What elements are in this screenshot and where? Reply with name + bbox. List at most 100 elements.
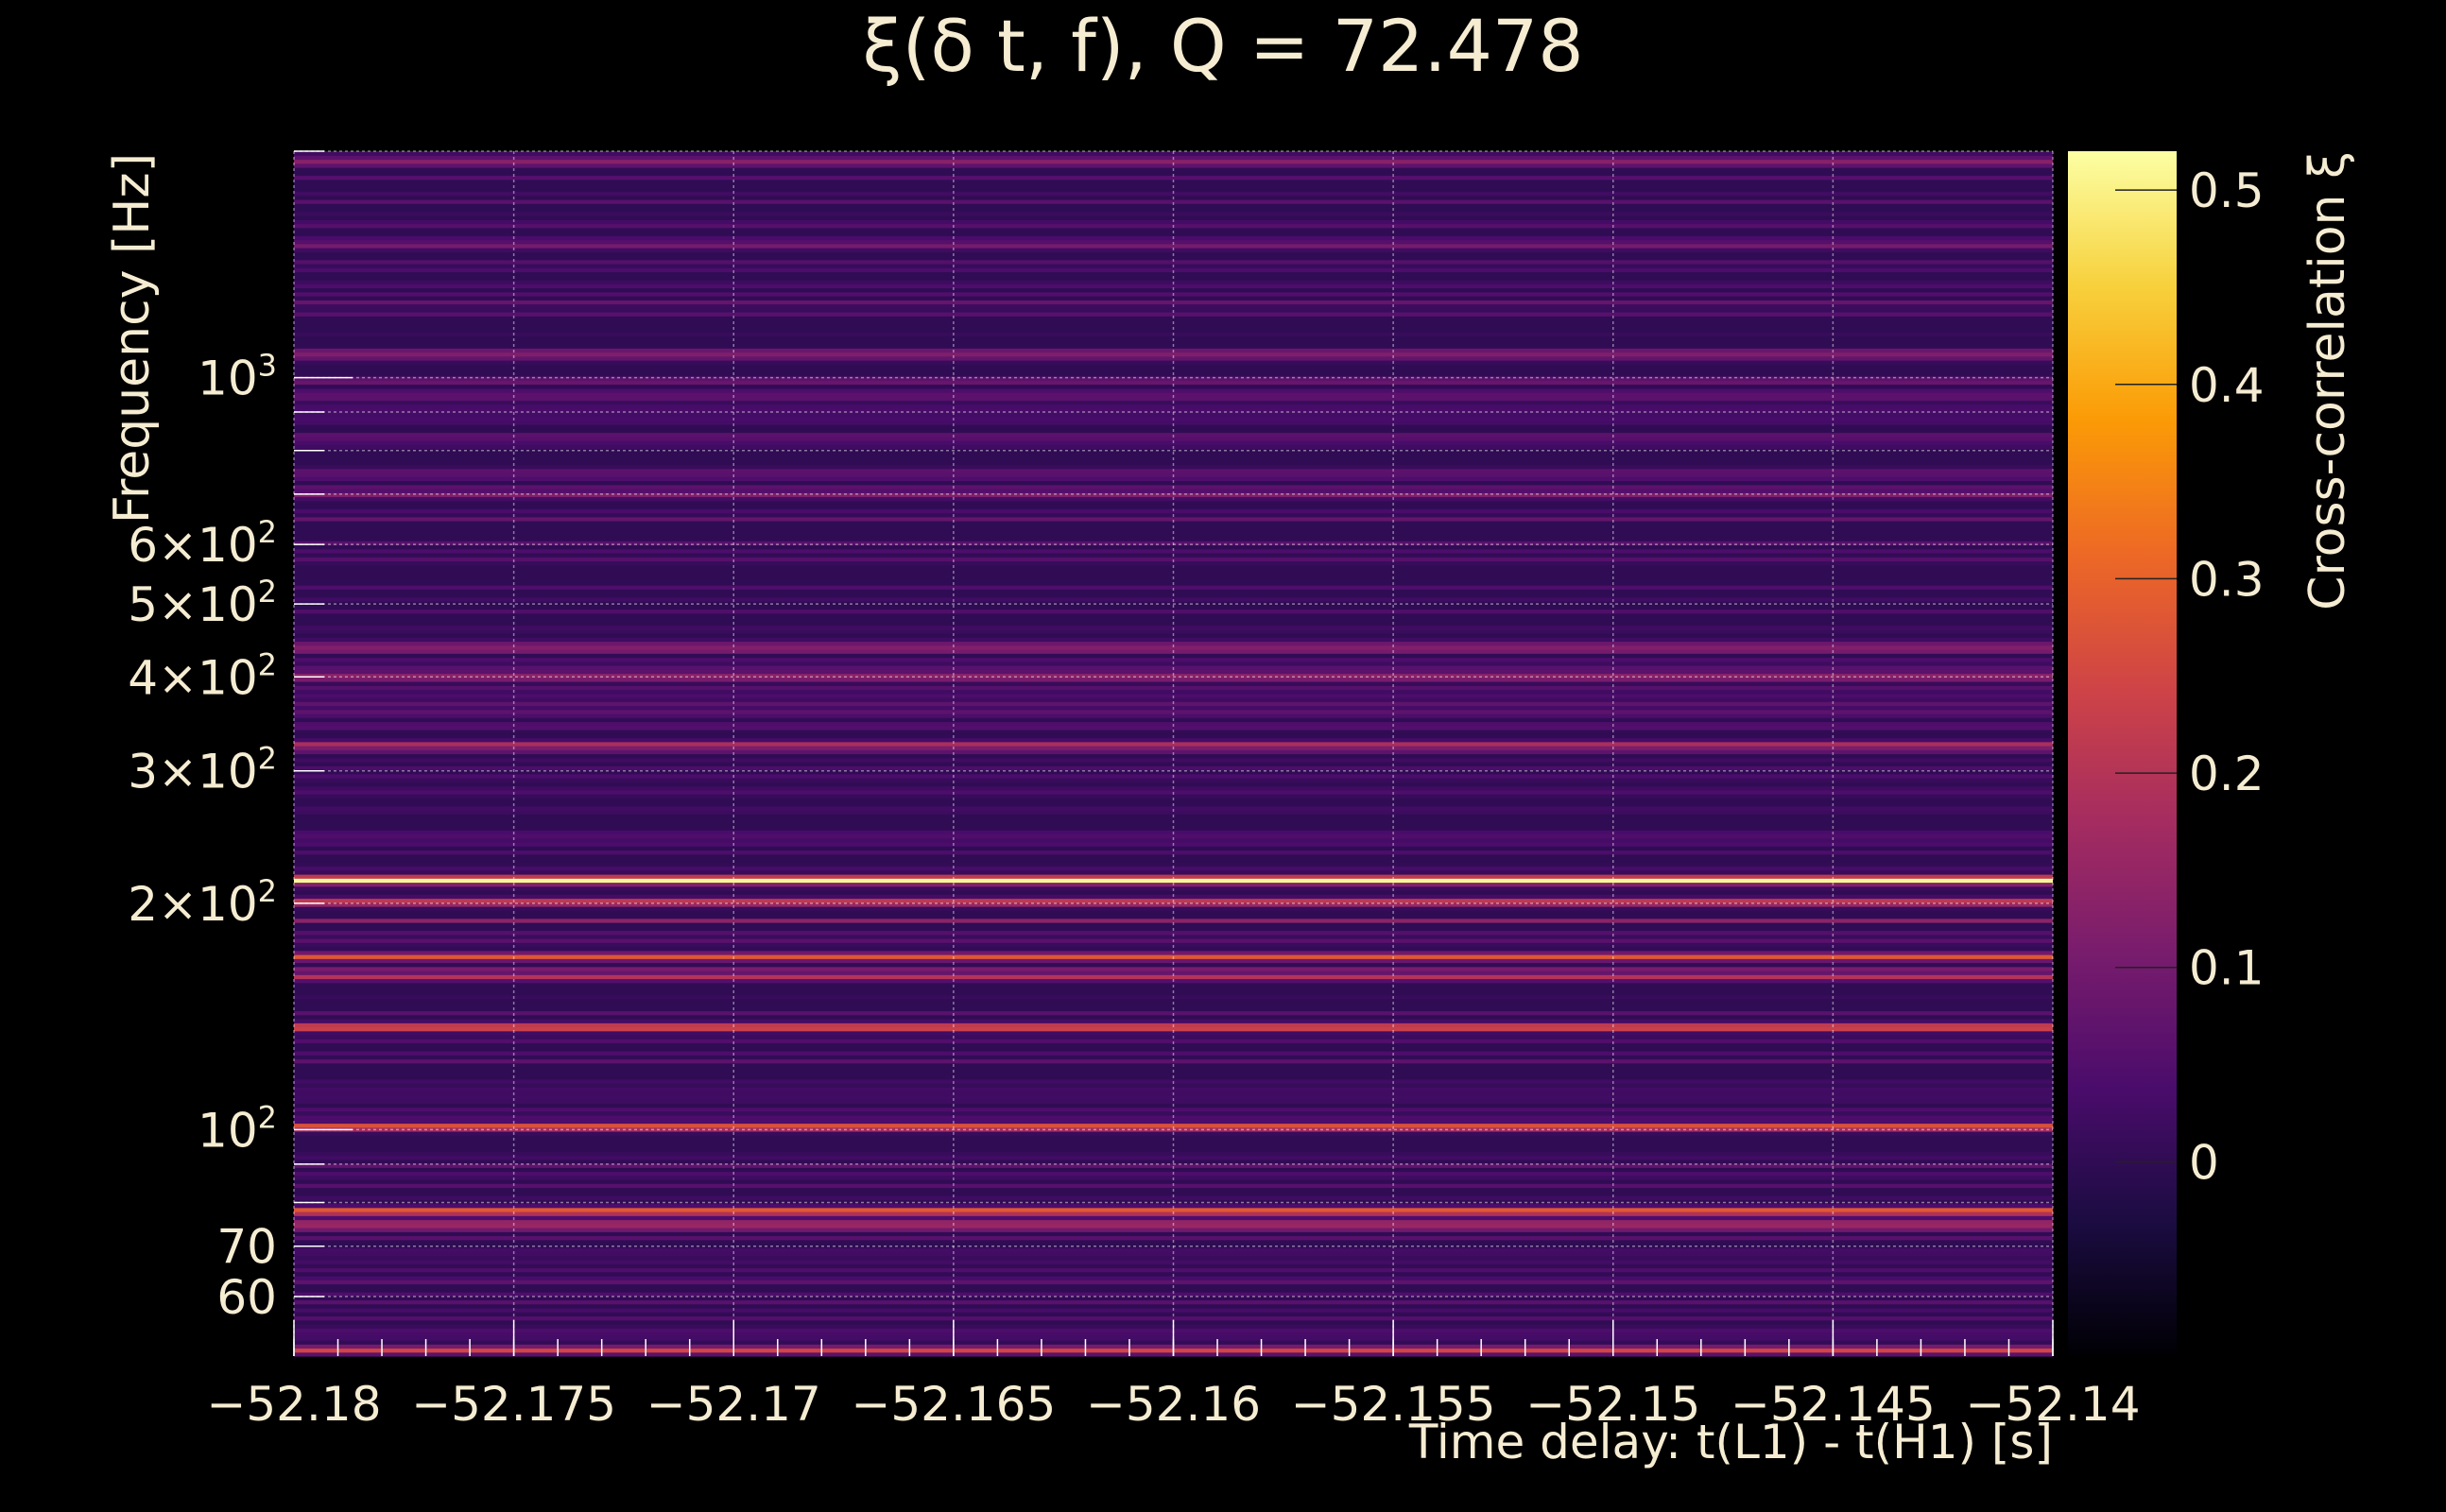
x-tick-label: −52.14 bbox=[1965, 1377, 2140, 1432]
heatmap-row bbox=[294, 248, 2053, 252]
heatmap-row bbox=[294, 484, 2053, 490]
heatmap-row bbox=[294, 821, 2053, 827]
heatmap-row bbox=[294, 906, 2053, 911]
x-tick-label: −52.16 bbox=[1086, 1377, 1261, 1432]
heatmap-row bbox=[294, 826, 2053, 831]
heatmap-row bbox=[294, 782, 2053, 787]
heatmap-row bbox=[294, 1292, 2053, 1297]
heatmap-row bbox=[294, 516, 2053, 522]
heatmap-row bbox=[294, 673, 2053, 679]
heatmap-row bbox=[294, 436, 2053, 441]
heatmap-row bbox=[294, 894, 2053, 900]
y-tick-label: 6×102 bbox=[128, 514, 277, 573]
heatmap-row bbox=[294, 339, 2053, 345]
heatmap-row bbox=[294, 1228, 2053, 1232]
heatmap-row bbox=[294, 1107, 2053, 1112]
heatmap-row bbox=[294, 368, 2053, 373]
heatmap-row bbox=[294, 1239, 2053, 1245]
heatmap-row bbox=[294, 1175, 2053, 1180]
colorbar-tick-label: 0.2 bbox=[2189, 747, 2265, 801]
heatmap-row bbox=[294, 404, 2053, 409]
heatmap-row bbox=[294, 1296, 2053, 1301]
heatmap-row bbox=[294, 669, 2053, 675]
heatmap-row bbox=[294, 681, 2053, 686]
heatmap-row bbox=[294, 1010, 2053, 1016]
heatmap-row bbox=[294, 1247, 2053, 1253]
heatmap-row bbox=[294, 1260, 2053, 1264]
heatmap-row bbox=[294, 1159, 2053, 1164]
y-tick-label: 2×102 bbox=[128, 873, 277, 932]
heatmap-row bbox=[294, 765, 2053, 771]
heatmap-row bbox=[294, 746, 2053, 750]
heatmap-row bbox=[294, 910, 2053, 916]
heatmap-row bbox=[294, 830, 2053, 835]
heatmap-row bbox=[294, 805, 2053, 811]
heatmap-row bbox=[294, 858, 2053, 863]
heatmap-row bbox=[294, 440, 2053, 445]
y-tick-label: 3×102 bbox=[128, 741, 277, 799]
heatmap-row bbox=[294, 749, 2053, 755]
heatmap-row bbox=[294, 387, 2053, 393]
heatmap-row bbox=[294, 280, 2053, 284]
heatmap-row bbox=[294, 741, 2053, 747]
colorbar-tick-label: 0.5 bbox=[2189, 163, 2265, 218]
heatmap-row bbox=[294, 1051, 2053, 1056]
heatmap-row bbox=[294, 644, 2053, 650]
heatmap-row bbox=[294, 1191, 2053, 1196]
heatmap-row bbox=[294, 371, 2053, 377]
heatmap-row bbox=[294, 930, 2053, 936]
heatmap-row bbox=[294, 1171, 2053, 1177]
heatmap-row bbox=[294, 444, 2053, 450]
heatmap-row bbox=[294, 1251, 2053, 1257]
heatmap-row bbox=[294, 235, 2053, 241]
heatmap-row bbox=[294, 1199, 2053, 1205]
heatmap-row bbox=[294, 232, 2053, 236]
heatmap-row bbox=[294, 730, 2053, 734]
heatmap-row bbox=[294, 757, 2053, 763]
heatmap-row bbox=[294, 1030, 2053, 1036]
heatmap-row bbox=[294, 713, 2053, 718]
colorbar-tick-label: 0.4 bbox=[2189, 358, 2265, 413]
heatmap-row bbox=[294, 1103, 2053, 1108]
heatmap-row bbox=[294, 974, 2053, 980]
heatmap-row bbox=[294, 942, 2053, 948]
heatmap-row bbox=[294, 1267, 2053, 1273]
heatmap-row bbox=[294, 1263, 2053, 1269]
heatmap-row bbox=[294, 1219, 2053, 1225]
heatmap-row bbox=[294, 456, 2053, 461]
heatmap-row bbox=[294, 496, 2053, 502]
x-tick-label: −52.155 bbox=[1291, 1377, 1496, 1432]
heatmap-row bbox=[294, 1244, 2053, 1248]
heatmap-row bbox=[294, 352, 2053, 357]
heatmap-row bbox=[294, 211, 2053, 216]
heatmap-row bbox=[294, 396, 2053, 402]
x-tick-label: −52.15 bbox=[1525, 1377, 1700, 1432]
heatmap-row bbox=[294, 934, 2053, 939]
heatmap-row bbox=[294, 653, 2053, 659]
heatmap-row bbox=[294, 709, 2053, 714]
heatmap-row bbox=[294, 801, 2053, 807]
heatmap-row bbox=[294, 580, 2053, 586]
heatmap-row bbox=[294, 1235, 2053, 1241]
heatmap-row bbox=[294, 862, 2053, 868]
y-tick-label: 70 bbox=[216, 1220, 277, 1275]
colorbar-tick-label: 0.3 bbox=[2189, 552, 2265, 607]
heatmap-row bbox=[294, 814, 2053, 819]
heatmap-row bbox=[294, 1055, 2053, 1060]
heatmap-row bbox=[294, 500, 2053, 506]
heatmap-row bbox=[294, 267, 2053, 273]
heatmap-row bbox=[294, 573, 2053, 578]
x-tick-label: −52.17 bbox=[646, 1377, 821, 1432]
heatmap-row bbox=[294, 1312, 2053, 1317]
heatmap-row bbox=[294, 1276, 2053, 1280]
heatmap-row bbox=[294, 1003, 2053, 1007]
heatmap-row bbox=[294, 990, 2053, 996]
heatmap-row bbox=[294, 1287, 2053, 1293]
heatmap-row bbox=[294, 392, 2053, 397]
heatmap-row bbox=[294, 846, 2053, 851]
heatmap-row bbox=[294, 1099, 2053, 1104]
heatmap-row bbox=[294, 348, 2053, 353]
heatmap-row bbox=[294, 625, 2053, 630]
heatmap-row bbox=[294, 400, 2053, 405]
heatmap-row bbox=[294, 355, 2053, 361]
